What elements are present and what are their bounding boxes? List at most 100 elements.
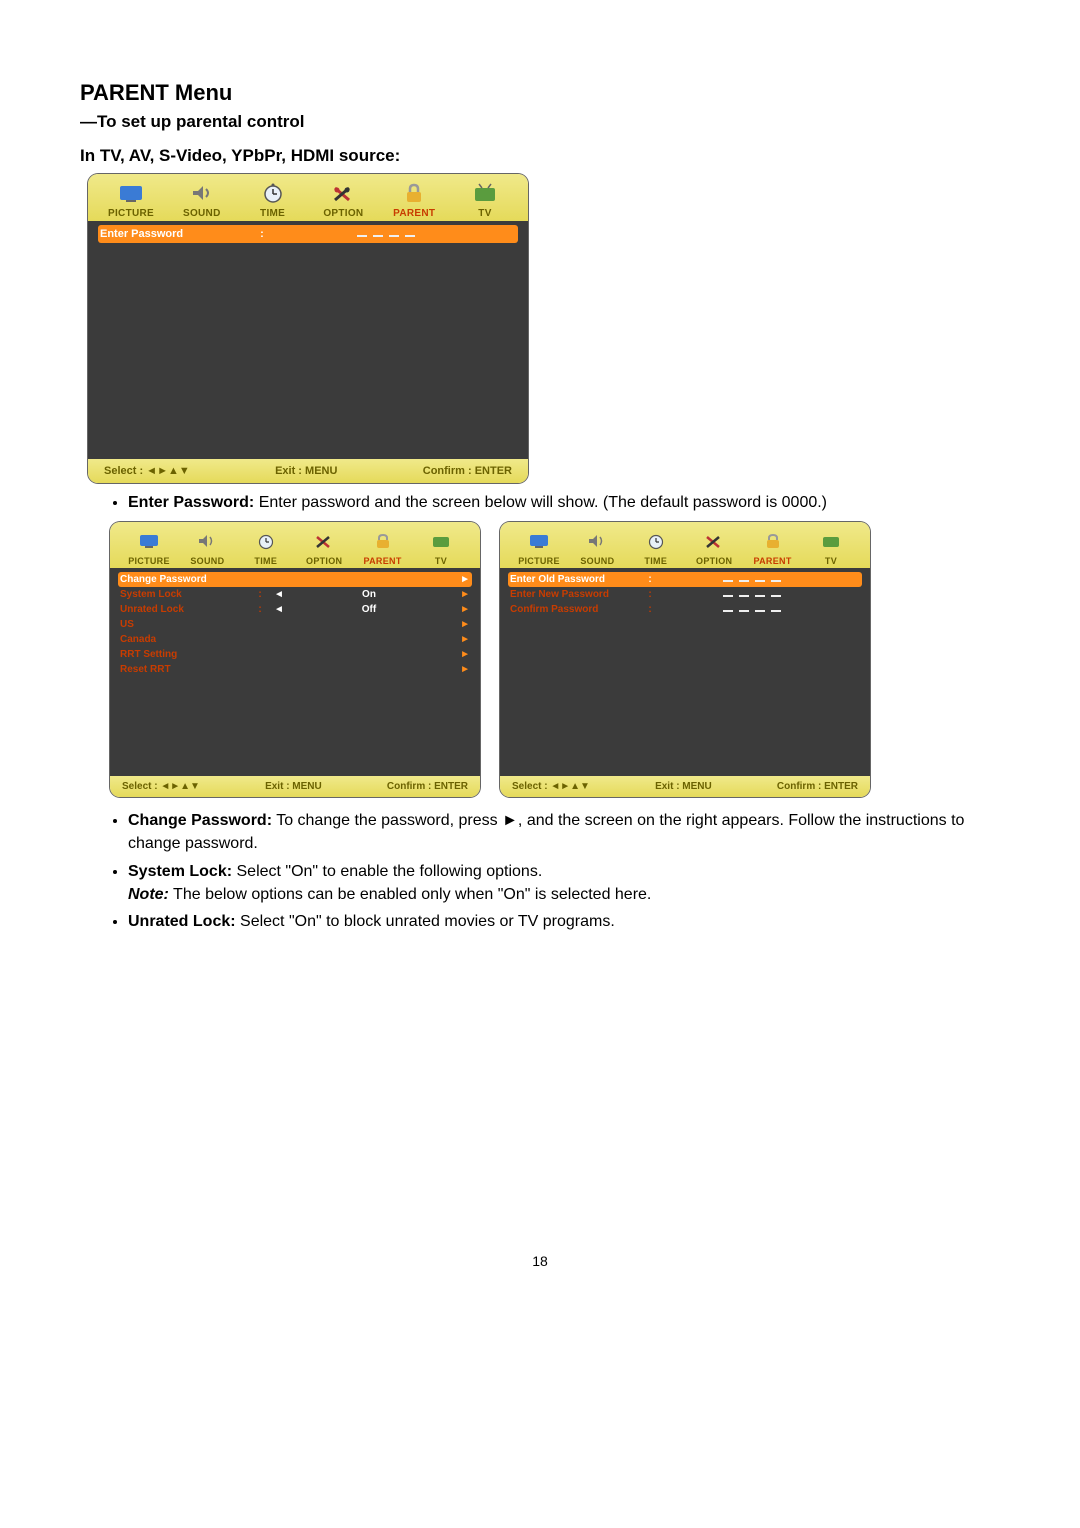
tab-sound[interactable]: SOUND	[171, 180, 233, 219]
osd-enter-password: PICTURE SOUND TIME OPTION PARENT	[88, 174, 528, 483]
row-rrt-setting[interactable]: RRT Setting ►	[118, 647, 472, 662]
osd-change-password: PICTURE SOUND TIME OPTION PARENT TV Ente…	[500, 522, 870, 797]
footer-exit: Exit : MENU	[265, 781, 322, 792]
note-unrated-lock: Unrated Lock: Select "On" to block unrat…	[128, 910, 980, 933]
footer-confirm: Confirm : ENTER	[387, 781, 468, 792]
row-reset-rrt[interactable]: Reset RRT ►	[118, 662, 472, 677]
row-value: Off	[286, 604, 452, 615]
note-change-password: Change Password: To change the password,…	[128, 809, 980, 855]
tab-parent[interactable]: PARENT	[356, 528, 410, 566]
arrow-right-icon: ►	[452, 574, 470, 585]
tab-label: OPTION	[306, 556, 342, 566]
tab-tv[interactable]: TV	[454, 180, 516, 219]
note-emph: Note:	[128, 886, 169, 903]
row-unrated-lock[interactable]: Unrated Lock :◄ Off ►	[118, 602, 472, 617]
tab-label: PICTURE	[128, 556, 170, 566]
arrow-right-icon: ►	[452, 604, 470, 615]
tab-time[interactable]: TIME	[242, 180, 304, 219]
tab-time[interactable]: TIME	[629, 528, 683, 566]
row-change-password[interactable]: Change Password ►	[118, 572, 472, 587]
arrow-right-icon: ►	[452, 589, 470, 600]
osd-footer: Select : ◄►▲▼ Exit : MENU Confirm : ENTE…	[88, 459, 528, 483]
row-canada[interactable]: Canada ►	[118, 632, 472, 647]
tv-icon	[472, 180, 498, 206]
password-field[interactable]	[662, 589, 842, 600]
arrow-left-icon: ◄	[272, 604, 286, 615]
note-strong: Enter Password:	[128, 494, 254, 511]
tab-label: TV	[825, 556, 837, 566]
arrow-right-icon: ►	[452, 664, 470, 675]
note-text: Select "On" to enable the following opti…	[232, 863, 542, 880]
password-field[interactable]	[662, 604, 842, 615]
tv-icon	[430, 528, 452, 554]
row-label: US	[120, 619, 248, 630]
picture-icon	[528, 528, 550, 554]
tab-sound[interactable]: SOUND	[180, 528, 234, 566]
tab-label: TV	[478, 208, 491, 219]
footer-confirm: Confirm : ENTER	[423, 465, 512, 477]
tab-picture[interactable]: PICTURE	[122, 528, 176, 566]
time-icon	[260, 180, 286, 206]
tab-option[interactable]: OPTION	[687, 528, 741, 566]
tab-label: SOUND	[190, 556, 224, 566]
tab-parent[interactable]: PARENT	[746, 528, 800, 566]
row-label: Enter Old Password	[510, 574, 638, 585]
tab-label: TIME	[254, 556, 277, 566]
row-label: RRT Setting	[120, 649, 248, 660]
osd-parent-options: PICTURE SOUND TIME OPTION PARENT TV Chan…	[110, 522, 480, 797]
arrow-right-icon: ►	[452, 634, 470, 645]
parent-icon	[401, 180, 427, 206]
note-strong: Unrated Lock:	[128, 913, 236, 930]
note-list-2: Change Password: To change the password,…	[110, 809, 1000, 933]
tab-picture[interactable]: PICTURE	[512, 528, 566, 566]
tab-bar: PICTURE SOUND TIME OPTION PARENT	[88, 174, 528, 221]
arrow-left-icon: ◄	[272, 589, 286, 600]
tab-label: OPTION	[696, 556, 732, 566]
tab-picture[interactable]: PICTURE	[100, 180, 162, 219]
tab-label: PARENT	[393, 208, 435, 219]
sound-icon	[189, 180, 215, 206]
picture-icon	[118, 180, 144, 206]
password-field[interactable]	[274, 228, 498, 240]
tab-label: TIME	[644, 556, 667, 566]
option-icon	[313, 528, 335, 554]
tab-bar: PICTURE SOUND TIME OPTION PARENT TV	[500, 522, 870, 568]
tab-label: PICTURE	[518, 556, 560, 566]
tv-icon	[820, 528, 842, 554]
row-system-lock[interactable]: System Lock :◄ On ►	[118, 587, 472, 602]
tab-label: PARENT	[753, 556, 791, 566]
row-label: Confirm Password	[510, 604, 638, 615]
tab-label: TIME	[260, 208, 285, 219]
osd-footer: Select : ◄►▲▼ Exit : MENU Confirm : ENTE…	[110, 776, 480, 797]
sound-icon	[196, 528, 218, 554]
row-enter-old-password[interactable]: Enter Old Password :	[508, 572, 862, 587]
note-strong: System Lock:	[128, 863, 232, 880]
tab-parent[interactable]: PARENT	[383, 180, 445, 219]
footer-select: Select : ◄►▲▼	[122, 781, 200, 792]
row-label: Change Password	[120, 574, 248, 585]
tab-option[interactable]: OPTION	[297, 528, 351, 566]
tab-sound[interactable]: SOUND	[570, 528, 624, 566]
page-title: PARENT Menu	[80, 80, 1000, 106]
arrow-right-icon: ►	[452, 619, 470, 630]
footer-select: Select : ◄►▲▼	[104, 465, 190, 477]
arrow-right-icon: ►	[452, 649, 470, 660]
password-field[interactable]	[662, 574, 842, 585]
note-text: Enter password and the screen below will…	[254, 494, 827, 511]
row-enter-password[interactable]: Enter Password :	[98, 225, 518, 243]
note-enter-password: Enter Password: Enter password and the s…	[128, 491, 980, 514]
footer-exit: Exit : MENU	[275, 465, 337, 477]
row-label: Enter New Password	[510, 589, 638, 600]
tab-label: SOUND	[183, 208, 221, 219]
tab-tv[interactable]: TV	[414, 528, 468, 566]
tab-time[interactable]: TIME	[239, 528, 293, 566]
row-label: Canada	[120, 634, 248, 645]
osd-body: Enter Password :	[88, 221, 528, 459]
row-us[interactable]: US ►	[118, 617, 472, 632]
row-confirm-password[interactable]: Confirm Password :	[508, 602, 862, 617]
tab-tv[interactable]: TV	[804, 528, 858, 566]
row-enter-new-password[interactable]: Enter New Password :	[508, 587, 862, 602]
parent-icon	[762, 528, 784, 554]
tab-option[interactable]: OPTION	[312, 180, 374, 219]
note-strong: Change Password:	[128, 812, 272, 829]
